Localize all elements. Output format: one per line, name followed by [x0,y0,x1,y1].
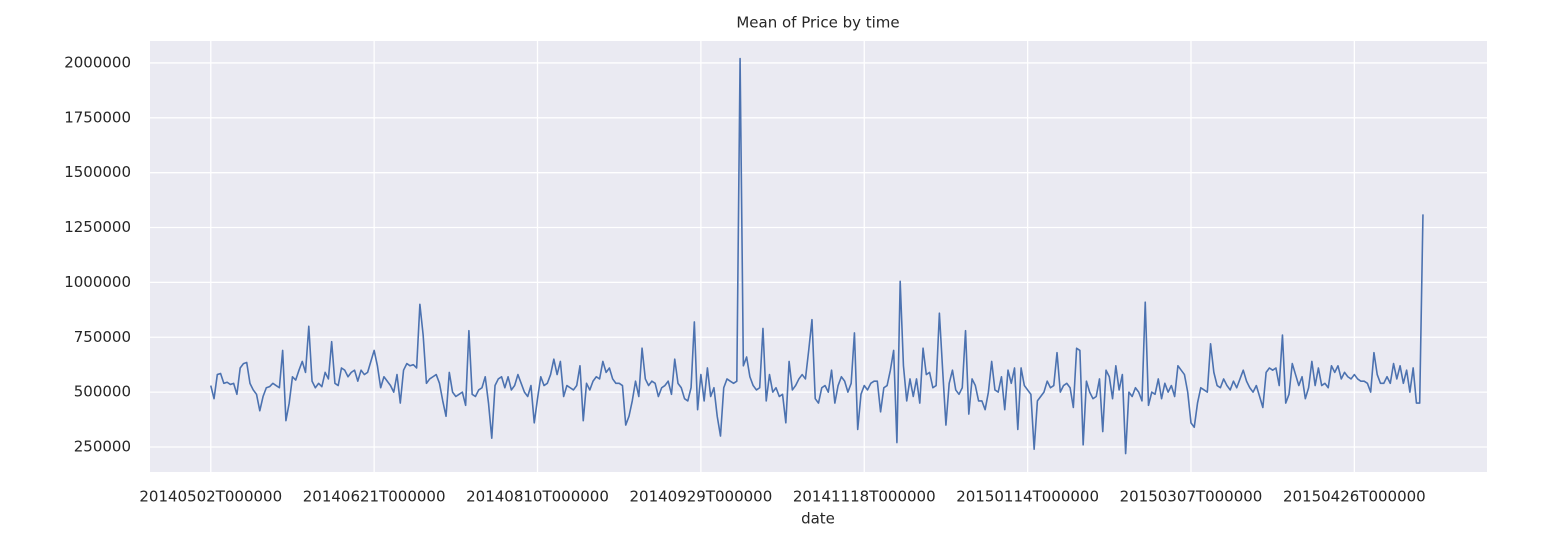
x-tick-label: 20140502T000000 [139,488,282,506]
y-tick-label: 2000000 [64,53,131,71]
x-tick-label: 20150426T000000 [1283,488,1426,506]
x-axis-label: date [801,510,835,528]
line [209,57,1424,455]
y-tick-label: 1500000 [64,163,131,181]
x-tick-label: 20140621T000000 [303,488,446,506]
y-tick-label: 250000 [74,437,131,455]
x-tick-label: 20141118T000000 [793,488,936,506]
y-tick-label: 1000000 [64,273,131,291]
y-tick-label: 750000 [74,328,131,346]
y-tick-label: 1750000 [64,108,131,126]
x-tick-label: 20150114T000000 [956,488,1099,506]
chart-title: Mean of Price by time [736,14,899,32]
x-tick-label: 20140929T000000 [629,488,772,506]
y-tick-label: 1250000 [64,218,131,236]
plot-area [150,41,1487,472]
x-tick-label: 20150307T000000 [1120,488,1263,506]
y-tick-label: 500000 [74,383,131,401]
x-tick-label: 20140810T000000 [466,488,609,506]
